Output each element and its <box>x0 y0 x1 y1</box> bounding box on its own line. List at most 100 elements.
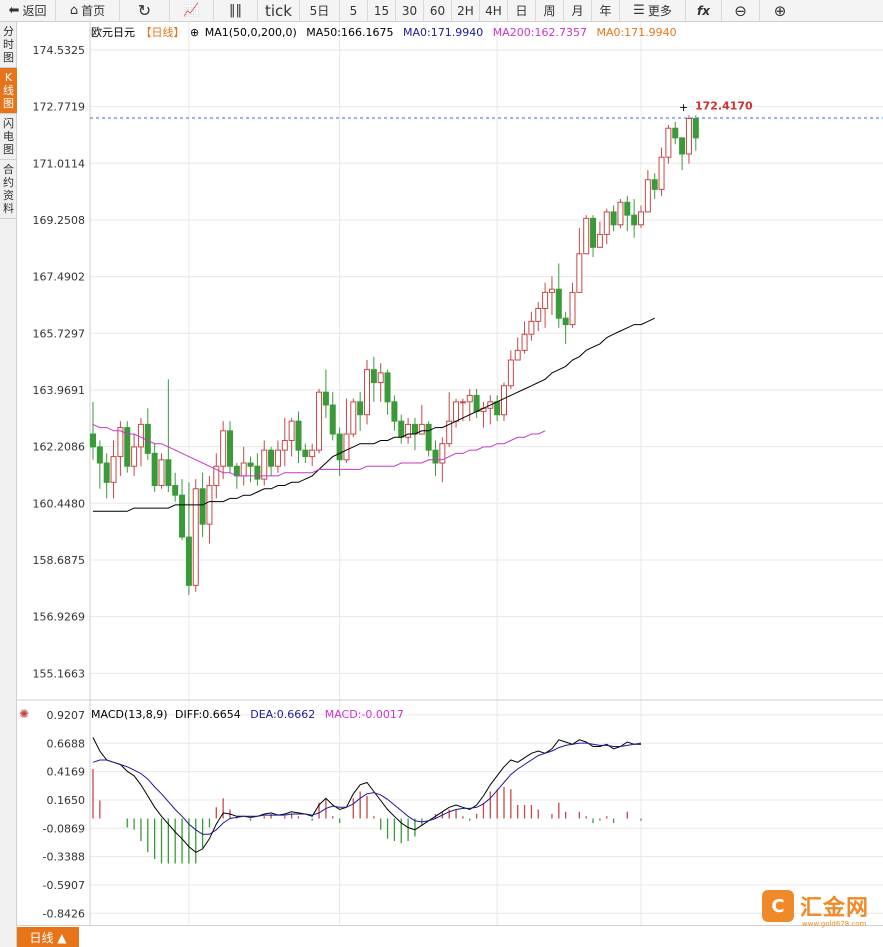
period-button-7[interactable]: 日 <box>508 0 536 22</box>
sidebar-tab-flash[interactable]: 闪电图 <box>0 114 17 160</box>
candle-body <box>507 359 514 387</box>
candle-body <box>679 137 686 155</box>
macd-y-tick-label: 0.4169 <box>47 766 86 779</box>
brand-logo: C 汇金网 www.gold678.com <box>762 890 870 928</box>
candle-body <box>336 433 343 461</box>
chart-area[interactable]: 174.5325 172.7719 171.0114 169.2508 167.4902… <box>17 22 883 925</box>
candle-body <box>124 427 131 467</box>
candle-body <box>261 449 268 480</box>
candle-body <box>692 118 699 139</box>
candle-body <box>144 423 151 454</box>
legend-ma50: MA50:166.1675 <box>306 26 393 39</box>
candle-body <box>411 423 418 435</box>
candle-body <box>110 456 117 483</box>
candle-body <box>329 404 336 435</box>
candle-body <box>439 443 446 464</box>
sidebar-tab-kline[interactable]: K线图 <box>0 68 17 114</box>
candle-body <box>624 201 631 216</box>
sidebar-tab-timeshare[interactable]: 分时图 <box>0 22 17 68</box>
candle-body <box>418 423 425 435</box>
more-button[interactable]: ☰ 更多 <box>620 0 686 22</box>
candle-body <box>227 430 233 467</box>
menu-icon: ☰ <box>633 3 645 18</box>
legend-ma1: MA1(50,0,200,0) <box>205 26 297 39</box>
legend-settings-icon[interactable]: ⊕ <box>190 26 199 39</box>
period-button-9[interactable]: 月 <box>564 0 592 22</box>
candle-body <box>309 449 316 458</box>
macd-legend-dea: DEA:0.6662 <box>250 708 315 721</box>
crosshair-marker-icon: + <box>679 101 688 114</box>
home-button[interactable]: ⌂ 首页 <box>56 0 120 22</box>
back-arrow-icon: ⬅ <box>8 3 20 18</box>
period-button-1[interactable]: 5 <box>340 0 368 22</box>
candle-body <box>322 391 329 406</box>
last-price-label: 172.4170 <box>695 99 753 112</box>
macd-y-tick-label: 0.9207 <box>47 709 86 722</box>
candle-body <box>644 179 651 213</box>
period-button-4[interactable]: 60 <box>424 0 452 22</box>
period-tab-daily[interactable]: 日线 ▲ <box>17 927 79 947</box>
y-tick-label: 171.0114 <box>33 157 86 170</box>
zoom-out-button[interactable]: ⊖ <box>722 0 760 22</box>
candle-body <box>617 201 624 226</box>
candle-body <box>350 401 357 435</box>
candle-body <box>535 307 542 322</box>
indicator-button[interactable]: 📈 <box>170 0 214 22</box>
macd-y-tick-label: -0.0869 <box>43 822 85 835</box>
candle-body <box>685 118 692 155</box>
zoom-in-button[interactable]: ⊕ <box>760 0 800 22</box>
candle-body <box>117 427 124 458</box>
legend-ma0-a: MA0:171.9940 <box>403 26 483 39</box>
period-button-3[interactable]: 30 <box>396 0 424 22</box>
legend-ma0-b: MA0:171.9940 <box>596 26 676 39</box>
candle-body <box>658 156 665 190</box>
candle-style-button[interactable]: ‖‖ <box>214 0 258 22</box>
candle-body <box>555 288 562 319</box>
candle-body <box>316 391 323 451</box>
candle-body <box>446 420 453 445</box>
macd-settings-icon[interactable]: ✺ <box>19 707 29 721</box>
candle-body <box>425 423 432 451</box>
refresh-button[interactable]: ↻ <box>120 0 170 22</box>
y-tick-label: 163.9691 <box>33 384 86 397</box>
bottom-bar: 日线 ▲ <box>17 925 883 947</box>
refresh-icon: ↻ <box>137 1 152 20</box>
candle-body <box>185 536 192 586</box>
candle-body <box>254 465 261 480</box>
candle-body <box>473 394 480 413</box>
candle-body <box>603 211 610 235</box>
y-tick-label: 165.7297 <box>33 327 86 340</box>
candle-body <box>548 288 555 293</box>
candle-body <box>501 385 507 416</box>
macd-legend: MACD(13,8,9) DIFF:0.6654 DEA:0.6662 MACD… <box>91 708 404 721</box>
period-button-2[interactable]: 15 <box>368 0 396 22</box>
period-button-6[interactable]: 4H <box>480 0 508 22</box>
legend-ma200: MA200:162.7357 <box>493 26 587 39</box>
sidebar-tab-contract-info[interactable]: 合约资料 <box>0 160 17 219</box>
y-tick-label: 172.7719 <box>33 101 86 114</box>
y-tick-label: 160.4480 <box>33 497 86 510</box>
period-button-10[interactable]: 年 <box>592 0 620 22</box>
formula-button[interactable]: fx <box>686 0 722 22</box>
logo-text: 汇金网 <box>800 896 870 921</box>
period-button-0[interactable]: 5日 <box>300 0 340 22</box>
candle-body <box>466 394 473 403</box>
y-tick-label: 155.1663 <box>33 667 86 680</box>
candle-body <box>199 488 206 525</box>
candle-body <box>151 452 158 487</box>
logo-mark-icon: C <box>762 890 794 922</box>
candle-body <box>96 446 103 464</box>
candle-body <box>137 423 144 448</box>
candle-body <box>206 485 213 525</box>
period-button-5[interactable]: 2H <box>452 0 480 22</box>
macd-dea-line <box>92 742 642 835</box>
candle-body <box>562 317 569 326</box>
candle-body <box>391 401 398 422</box>
back-button[interactable]: ⬅ 返回 <box>0 0 56 22</box>
period-button-8[interactable]: 周 <box>536 0 564 22</box>
macd-y-tick-label: -0.3388 <box>43 851 85 864</box>
chart-grid <box>90 22 883 925</box>
candle-body <box>521 333 528 351</box>
tick-button[interactable]: tick <box>258 0 300 22</box>
candle-body <box>192 488 199 586</box>
